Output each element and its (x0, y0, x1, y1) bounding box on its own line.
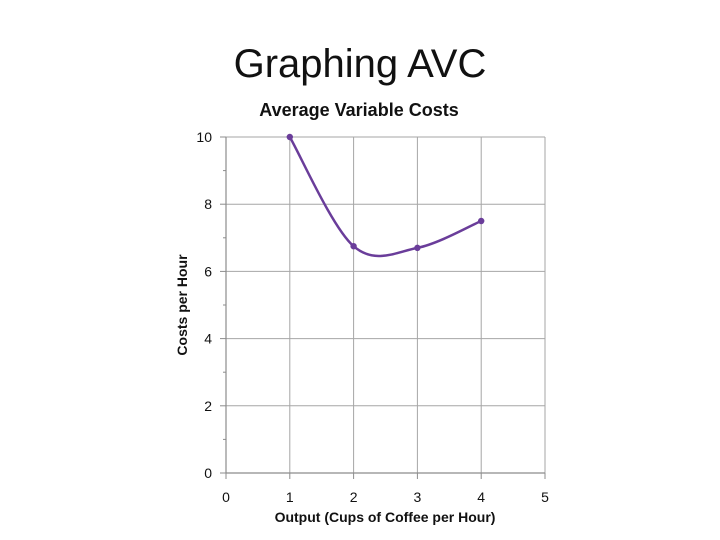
avc-data-point-2 (350, 243, 357, 250)
x-axis-label: Output (Cups of Coffee per Hour) (275, 509, 496, 525)
avc-data-point-1 (286, 133, 293, 141)
avc-series-line-0 (288, 135, 483, 258)
y-tick-label-4: 4 (204, 331, 212, 347)
x-tick-label-4: 4 (477, 489, 485, 505)
x-tick-label-1: 1 (286, 489, 294, 505)
x-tick-label-5: 5 (541, 489, 549, 505)
y-tick-label-2: 2 (204, 398, 212, 414)
slide-title: Graphing AVC (233, 42, 487, 86)
x-tick-label-3: 3 (414, 489, 422, 505)
x-tick-label-0: 0 (222, 489, 230, 505)
y-tick-label-8: 8 (204, 196, 212, 212)
y-tick-label-10: 10 (196, 129, 212, 145)
axis-layer (220, 136, 546, 479)
chart-title: Average Variable Costs (259, 100, 458, 120)
y-tick-label-0: 0 (204, 465, 212, 481)
tick-label-layer: 0 2 4 6 8 10 0 1 2 3 4 5 (196, 129, 549, 505)
y-tick-label-6: 6 (204, 263, 212, 279)
grid-layer (226, 136, 546, 473)
y-axis-label: Costs per Hour (174, 254, 190, 356)
series-layer (286, 133, 485, 258)
avc-data-point-4 (478, 217, 485, 225)
x-tick-label-2: 2 (350, 489, 358, 505)
avc-data-point-3 (414, 244, 421, 252)
